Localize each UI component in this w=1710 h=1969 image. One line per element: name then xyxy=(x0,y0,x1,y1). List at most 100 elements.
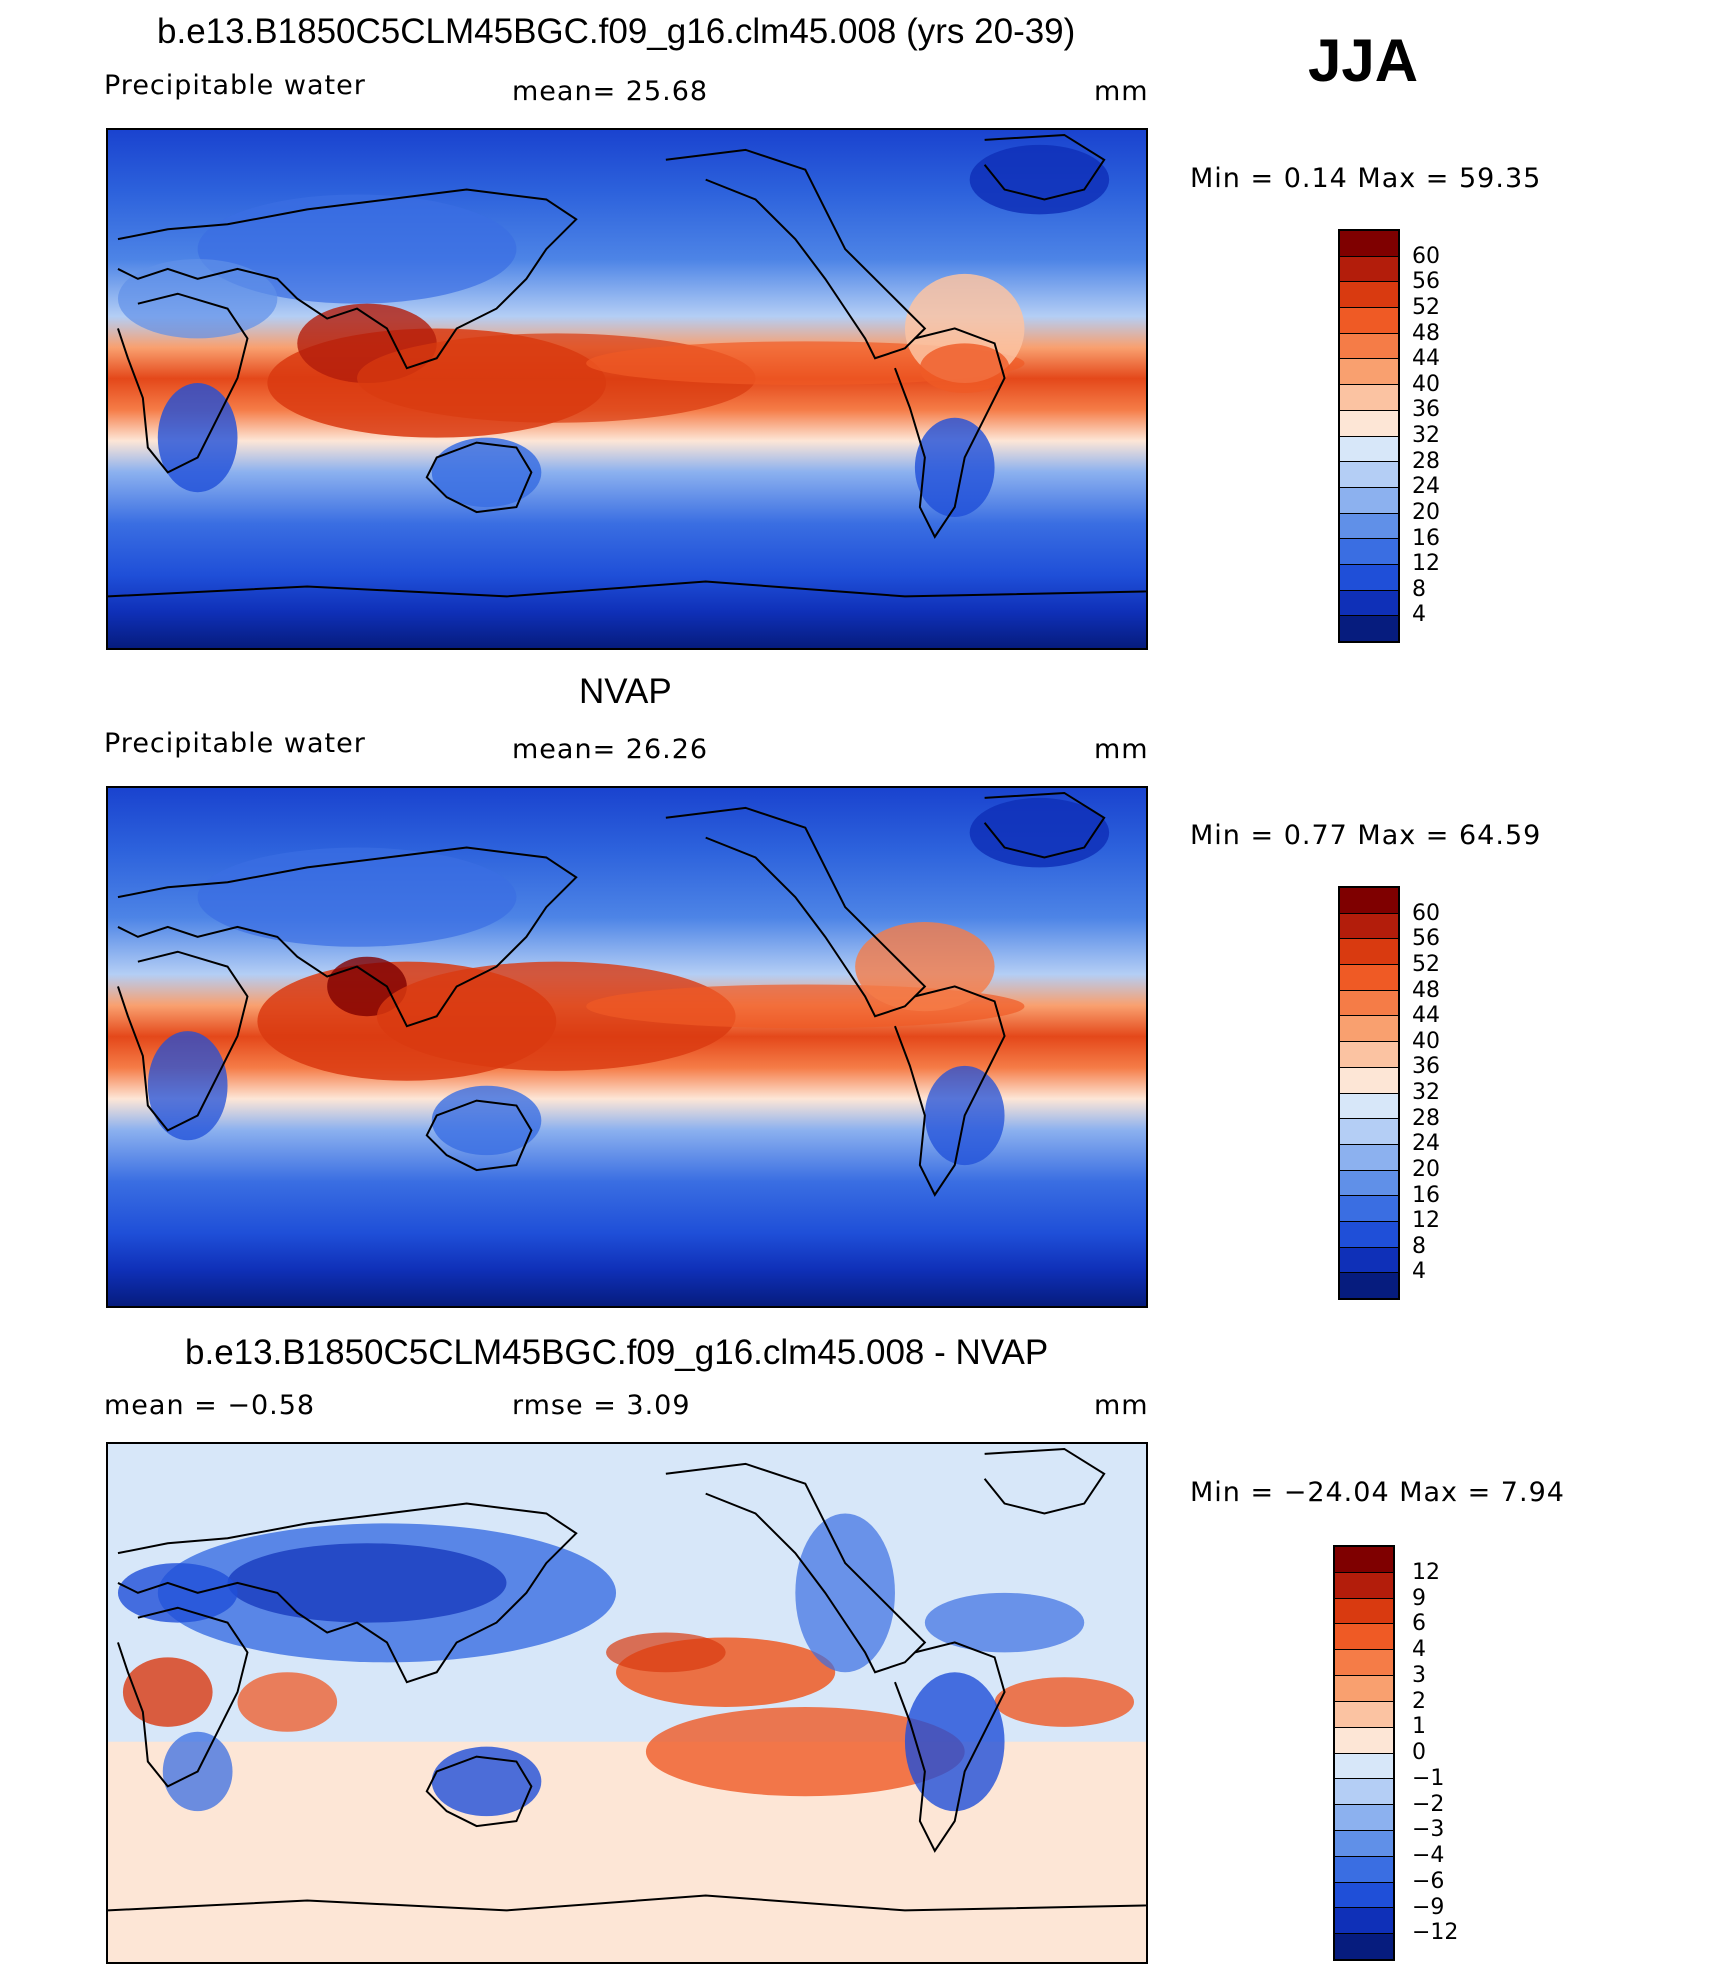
colorbar-segment xyxy=(1335,1856,1393,1883)
panel-2-colorbar xyxy=(1338,886,1400,1300)
colorbar-segment xyxy=(1335,1753,1393,1780)
colorbar-segment xyxy=(1340,359,1398,386)
colorbar-tick-label: 2 xyxy=(1412,1688,1426,1714)
colorbar-tick-label: 12 xyxy=(1412,551,1440,577)
colorbar-segment xyxy=(1340,1144,1398,1171)
colorbar-segment xyxy=(1340,410,1398,437)
colorbar-tick-label: −1 xyxy=(1412,1765,1445,1791)
colorbar-segment xyxy=(1335,1701,1393,1728)
colorbar-segment xyxy=(1340,462,1398,488)
colorbar-segment xyxy=(1340,282,1398,309)
panel-2-minmax-label: Min = 0.77 Max = 64.59 xyxy=(1190,820,1542,851)
colorbar-segment xyxy=(1335,1727,1393,1754)
colorbar-segment xyxy=(1335,1572,1393,1599)
colorbar-tick-label: 32 xyxy=(1412,1080,1440,1105)
colorbar-tick-label: 9 xyxy=(1412,1585,1426,1611)
colorbar-segment xyxy=(1335,1598,1393,1625)
panel-3-mean-label: mean = −0.58 xyxy=(104,1390,316,1421)
panel-2-map xyxy=(106,786,1148,1308)
panel-2-variable-label: Precipitable water xyxy=(104,728,366,759)
colorbar-segment xyxy=(1340,539,1398,565)
colorbar-segment xyxy=(1340,1119,1398,1145)
colorbar-segment xyxy=(1335,1547,1393,1573)
panel-1-minmax-label: Min = 0.14 Max = 59.35 xyxy=(1190,163,1542,194)
panel-3-map xyxy=(106,1442,1148,1964)
colorbar-tick-label: 12 xyxy=(1412,1208,1440,1234)
colorbar-segment xyxy=(1335,1805,1393,1831)
panel-1-title: b.e13.B1850C5CLM45BGC.f09_g16.clm45.008 … xyxy=(157,12,1076,51)
colorbar-segment xyxy=(1340,308,1398,334)
colorbar-tick-label: 60 xyxy=(1412,900,1440,926)
colorbar-tick-label: 12 xyxy=(1412,1559,1440,1585)
colorbar-segment xyxy=(1340,913,1398,940)
colorbar-tick-label: 4 xyxy=(1412,1259,1426,1285)
colorbar-segment xyxy=(1335,1830,1393,1857)
panel-1-map xyxy=(106,128,1148,650)
colorbar-tick-label: −4 xyxy=(1412,1843,1445,1868)
colorbar-segment xyxy=(1340,939,1398,966)
colorbar-tick-label: 40 xyxy=(1412,1028,1440,1054)
colorbar-tick-label: 0 xyxy=(1412,1740,1426,1765)
colorbar-tick-label: 20 xyxy=(1412,499,1440,525)
colorbar-tick-label: −2 xyxy=(1412,1791,1445,1817)
colorbar-segment xyxy=(1335,1676,1393,1702)
panel-3-minmax-label: Min = −24.04 Max = 7.94 xyxy=(1190,1477,1565,1508)
colorbar-tick-label: 48 xyxy=(1412,977,1440,1003)
colorbar-tick-label: 56 xyxy=(1412,926,1440,952)
panel-2-title: NVAP xyxy=(579,672,672,711)
colorbar-tick-label: 4 xyxy=(1412,602,1426,628)
panel-1-variable-label: Precipitable water xyxy=(104,70,366,101)
panel-3-rmse-label: rmse = 3.09 xyxy=(512,1390,691,1421)
colorbar-tick-label: 28 xyxy=(1412,448,1440,474)
colorbar-tick-label: 44 xyxy=(1412,1003,1440,1029)
colorbar-tick-label: −3 xyxy=(1412,1817,1445,1843)
colorbar-segment xyxy=(1340,256,1398,283)
colorbar-tick-label: 44 xyxy=(1412,346,1440,372)
panel-1-units-label: mm xyxy=(1094,76,1149,107)
colorbar-tick-label: 20 xyxy=(1412,1156,1440,1182)
panel-3-map-svg xyxy=(108,1444,1146,1962)
colorbar-tick-label: −12 xyxy=(1412,1920,1459,1946)
colorbar-tick-label: 28 xyxy=(1412,1105,1440,1131)
panel-3-title: b.e13.B1850C5CLM45BGC.f09_g16.clm45.008 … xyxy=(185,1333,1049,1372)
colorbar-tick-label: 32 xyxy=(1412,423,1440,448)
colorbar-tick-label: 8 xyxy=(1412,576,1426,602)
colorbar-segment xyxy=(1340,965,1398,991)
colorbar-segment xyxy=(1335,1882,1393,1909)
colorbar-segment xyxy=(1340,1016,1398,1043)
colorbar-tick-label: 40 xyxy=(1412,371,1440,397)
colorbar-segment xyxy=(1340,436,1398,463)
colorbar-segment xyxy=(1340,487,1398,514)
colorbar-segment xyxy=(1340,616,1398,641)
colorbar-segment xyxy=(1340,1170,1398,1197)
colorbar-segment xyxy=(1340,333,1398,360)
colorbar-segment xyxy=(1340,1196,1398,1222)
colorbar-tick-label: 6 xyxy=(1412,1611,1426,1637)
colorbar-segment xyxy=(1335,1779,1393,1806)
panel-3-colorbar xyxy=(1333,1545,1395,1961)
colorbar-segment xyxy=(1340,385,1398,411)
colorbar-segment xyxy=(1340,1247,1398,1274)
colorbar-segment xyxy=(1340,1042,1398,1068)
colorbar-tick-label: 60 xyxy=(1412,243,1440,269)
colorbar-segment xyxy=(1340,888,1398,914)
panel-2-map-svg xyxy=(108,788,1146,1306)
colorbar-tick-label: 8 xyxy=(1412,1233,1426,1259)
colorbar-tick-label: 24 xyxy=(1412,474,1440,500)
panel-1-map-svg xyxy=(108,130,1146,648)
colorbar-segment xyxy=(1335,1934,1393,1959)
panel-2-mean-label: mean= 26.26 xyxy=(512,734,709,765)
colorbar-tick-label: 52 xyxy=(1412,951,1440,977)
season-label: JJA xyxy=(1308,27,1419,94)
colorbar-segment xyxy=(1340,564,1398,591)
colorbar-tick-label: 16 xyxy=(1412,525,1440,551)
panel-3-units-label: mm xyxy=(1094,1390,1149,1421)
colorbar-tick-label: −9 xyxy=(1412,1894,1445,1920)
panel-1-mean-label: mean= 25.68 xyxy=(512,76,709,107)
colorbar-tick-label: 52 xyxy=(1412,294,1440,320)
colorbar-tick-label: 48 xyxy=(1412,320,1440,346)
colorbar-tick-label: 36 xyxy=(1412,397,1440,423)
colorbar-segment xyxy=(1335,1908,1393,1935)
panel-2-units-label: mm xyxy=(1094,734,1149,765)
colorbar-segment xyxy=(1340,590,1398,617)
